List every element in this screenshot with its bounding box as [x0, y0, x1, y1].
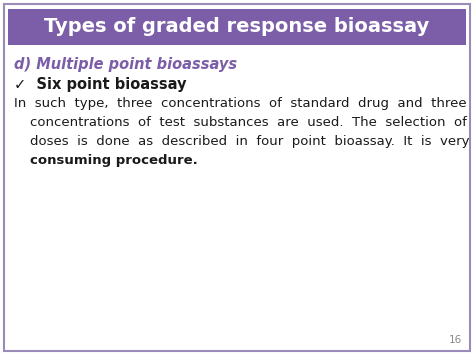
FancyBboxPatch shape	[8, 9, 466, 45]
FancyBboxPatch shape	[4, 4, 470, 351]
Text: consuming procedure.: consuming procedure.	[30, 154, 198, 167]
Text: In  such  type,  three  concentrations  of  standard  drug  and  three: In such type, three concentrations of st…	[14, 97, 466, 110]
Text: d) Multiple point bioassays: d) Multiple point bioassays	[14, 57, 237, 72]
Text: Types of graded response bioassay: Types of graded response bioassay	[45, 17, 429, 37]
Text: 16: 16	[449, 335, 462, 345]
Text: concentrations  of  test  substances  are  used.  The  selection  of: concentrations of test substances are us…	[30, 116, 467, 129]
Text: doses  is  done  as  described  in  four  point  bioassay.  It  is  very  time: doses is done as described in four point…	[30, 135, 474, 148]
Text: ✓  Six point bioassay: ✓ Six point bioassay	[14, 77, 186, 92]
